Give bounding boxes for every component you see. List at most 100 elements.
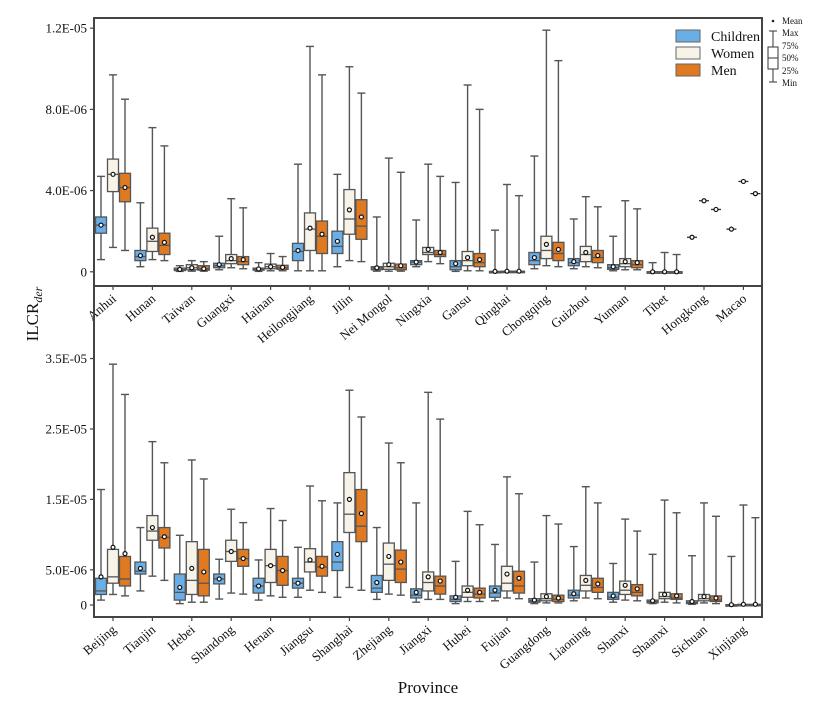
mean-marker: [453, 594, 459, 600]
mean-marker: [240, 257, 246, 263]
mean-marker: [728, 602, 735, 608]
mean-marker: [555, 595, 562, 601]
iqr-box: [512, 570, 526, 594]
x-tick-label: Xinjiang: [705, 621, 750, 662]
mean-marker: [110, 171, 116, 177]
box-men: [276, 255, 289, 272]
box-women: [540, 514, 553, 604]
y-tick-label: 1.2E-05: [45, 21, 87, 36]
y-tick-label: 1.5E-05: [45, 492, 87, 507]
x-tick-label: Hubei: [440, 622, 474, 654]
box-men: [591, 206, 604, 269]
box-men: [237, 207, 250, 270]
box-women: [658, 499, 671, 603]
mean-marker: [149, 234, 155, 240]
box-children: [449, 560, 462, 605]
mean-marker: [571, 259, 577, 265]
box-children: [173, 264, 186, 273]
box-women: [146, 126, 159, 261]
mean-marker: [689, 234, 695, 240]
box-children: [607, 562, 620, 603]
mean-marker: [374, 579, 380, 586]
mean-marker: [228, 255, 234, 262]
box-men: [552, 523, 565, 604]
x-tick-label: Taiwan: [159, 290, 198, 326]
mean-marker: [465, 587, 471, 593]
y-axis-title: ILCRder: [23, 286, 45, 341]
box-men: [631, 530, 644, 602]
box-women: [225, 197, 238, 269]
box-children: [410, 219, 423, 268]
box-men: [355, 92, 368, 263]
mean-marker: [319, 563, 325, 569]
legend-label-children: Children: [711, 30, 760, 45]
mean-marker: [413, 259, 419, 265]
box-men: [197, 260, 210, 272]
iqr-box: [540, 235, 553, 260]
y-axis-title-subscript: der: [31, 286, 45, 302]
mean-marker: [516, 575, 522, 581]
x-tick-label: Shanxi: [594, 622, 632, 657]
key-label-q3: 75%: [782, 41, 799, 51]
mean-marker: [740, 178, 747, 185]
mean-marker: [571, 591, 577, 597]
box-men: [591, 502, 604, 600]
mean-marker: [649, 598, 656, 604]
mean-marker: [201, 266, 207, 272]
box-children: [410, 502, 423, 603]
x-tick-label: Tibet: [640, 291, 671, 320]
x-tick-label: Guizhou: [548, 290, 592, 331]
mean-marker: [413, 589, 419, 595]
box-children: [331, 173, 344, 268]
box-children: [94, 175, 108, 261]
legend-swatch-women: [675, 46, 701, 60]
y-tick-label: 4.0E-06: [45, 183, 87, 198]
legend: Children Women Men: [675, 29, 760, 79]
mean-marker: [137, 565, 143, 572]
mean-marker: [398, 559, 404, 565]
box-men: [118, 393, 132, 597]
mean-marker: [465, 254, 471, 261]
panel-bottom: 0 5.0E-06 1.5E-05 2.5E-05 3.5E-05 Beijing Tian…: [45, 285, 763, 672]
mean-marker: [346, 496, 352, 502]
key-label-q1: 25%: [782, 66, 799, 76]
y-tick-label: 8.0E-06: [45, 102, 87, 117]
mean-marker: [713, 206, 719, 213]
iqr-box: [315, 220, 329, 255]
box-women: [500, 183, 514, 274]
box-children: [370, 526, 383, 601]
box-children: [370, 216, 383, 272]
mean-marker: [295, 247, 301, 254]
iqr-box: [106, 548, 120, 584]
box-children: [94, 488, 108, 601]
mean-marker: [177, 266, 183, 272]
mean-marker: [634, 586, 640, 592]
box-men: [711, 206, 721, 213]
box-men: [552, 59, 565, 268]
mean-marker: [701, 593, 707, 600]
mean-marker: [137, 252, 143, 259]
box-children: [252, 559, 265, 601]
box-children: [528, 561, 541, 605]
mean-marker: [689, 598, 695, 605]
mean-marker: [453, 261, 459, 267]
mean-marker: [122, 184, 128, 191]
x-tick-label: Shaanxi: [629, 622, 671, 661]
mean-marker: [740, 601, 747, 607]
x-tick-label: Zhejiang: [350, 621, 395, 663]
mean-marker: [358, 510, 364, 517]
box-children: [528, 155, 541, 270]
key-label-median: 50%: [782, 53, 799, 63]
box-men: [197, 478, 210, 603]
mean-marker: [752, 601, 759, 607]
box-men: [394, 462, 407, 596]
legend-swatch-men: [675, 63, 701, 77]
x-tick-label: Anhui: [84, 291, 119, 324]
box-children: [646, 261, 659, 275]
iqr-box: [422, 571, 435, 592]
mean-marker: [595, 252, 601, 259]
box-children: [567, 218, 580, 270]
box-children: [726, 226, 737, 232]
x-tick-label: Macao: [713, 291, 750, 325]
